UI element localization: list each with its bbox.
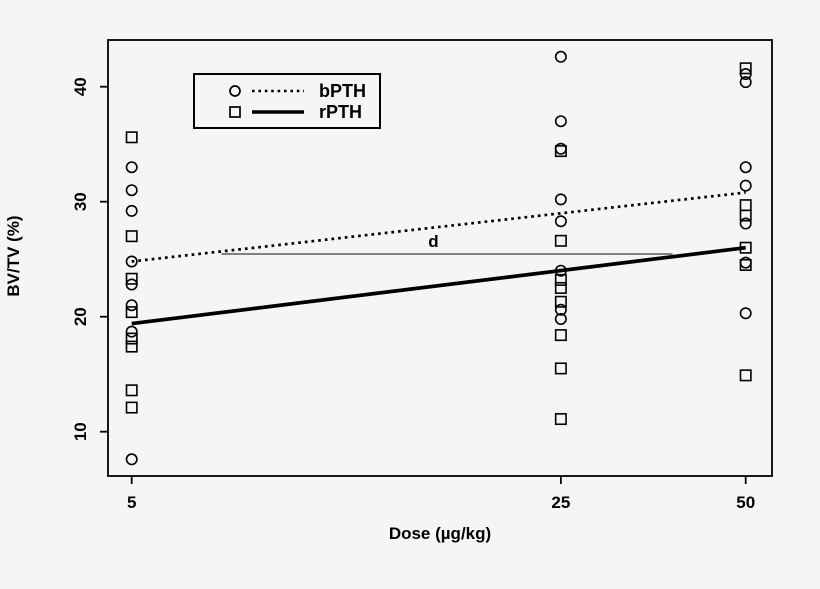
data-point-square (554, 295, 567, 308)
data-point-square (554, 281, 567, 294)
data-point-circle (554, 115, 567, 128)
dotted-line-icon (247, 87, 309, 95)
y-tick-label: 10 (71, 422, 90, 441)
data-point-square (739, 199, 752, 212)
plot-border (107, 39, 773, 477)
data-point-square (739, 209, 752, 222)
data-point-circle (554, 303, 567, 316)
data-point-square (554, 273, 567, 286)
fit-line-bpth (131, 191, 746, 263)
data-point-circle (739, 161, 752, 174)
data-point-square (739, 241, 752, 254)
data-point-square (125, 230, 138, 243)
legend-item-rpth: rPTH (223, 102, 379, 122)
legend-item-bpth: bPTH (223, 81, 379, 101)
data-point-square (739, 258, 752, 271)
legend-label-rpth: rPTH (319, 101, 363, 122)
data-point-circle (554, 193, 567, 206)
x-tick-label: 5 (127, 493, 136, 512)
data-point-square (554, 234, 567, 247)
data-point-square (125, 272, 138, 285)
data-point-square (739, 369, 752, 382)
data-point-square (554, 329, 567, 342)
square-marker-icon (223, 104, 247, 120)
circle-marker-icon (223, 83, 247, 99)
data-point-circle (125, 204, 138, 217)
x-tick-label: 50 (736, 493, 755, 512)
data-point-square (554, 413, 567, 426)
data-point-square (125, 131, 138, 144)
data-point-circle (554, 312, 567, 325)
solid-line-icon (247, 108, 309, 116)
y-tick-label: 20 (71, 307, 90, 326)
data-point-circle (739, 307, 752, 320)
legend: bPTH rPTH (193, 73, 381, 129)
data-point-circle (554, 215, 567, 228)
x-axis-title: Dose (µg/kg) (388, 524, 492, 543)
data-point-circle (125, 325, 138, 338)
data-point-circle (739, 217, 752, 230)
data-point-circle (125, 161, 138, 174)
data-point-square (554, 362, 567, 375)
y-tick-label: 40 (71, 77, 90, 96)
data-point-circle (554, 50, 567, 63)
data-point-circle (739, 76, 752, 89)
data-point-circle (125, 299, 138, 312)
data-point-square (125, 384, 138, 397)
x-tick-label: 25 (551, 493, 570, 512)
data-point-square (554, 145, 567, 158)
annotation-d-label: d (428, 232, 438, 251)
data-point-circle (554, 264, 567, 277)
data-point-square (125, 306, 138, 319)
y-tick-label: 30 (71, 192, 90, 211)
data-point-circle (125, 453, 138, 466)
data-point-square (739, 62, 752, 75)
y-axis-title: BV/TV (%) (4, 215, 23, 297)
data-point-square (125, 401, 138, 414)
data-point-circle (125, 184, 138, 197)
legend-label-bpth: bPTH (319, 80, 366, 101)
data-point-square (125, 332, 138, 345)
data-point-circle (739, 179, 752, 192)
data-point-square (125, 340, 138, 353)
data-point-circle (125, 255, 138, 268)
fit-line-rpth (131, 245, 746, 326)
